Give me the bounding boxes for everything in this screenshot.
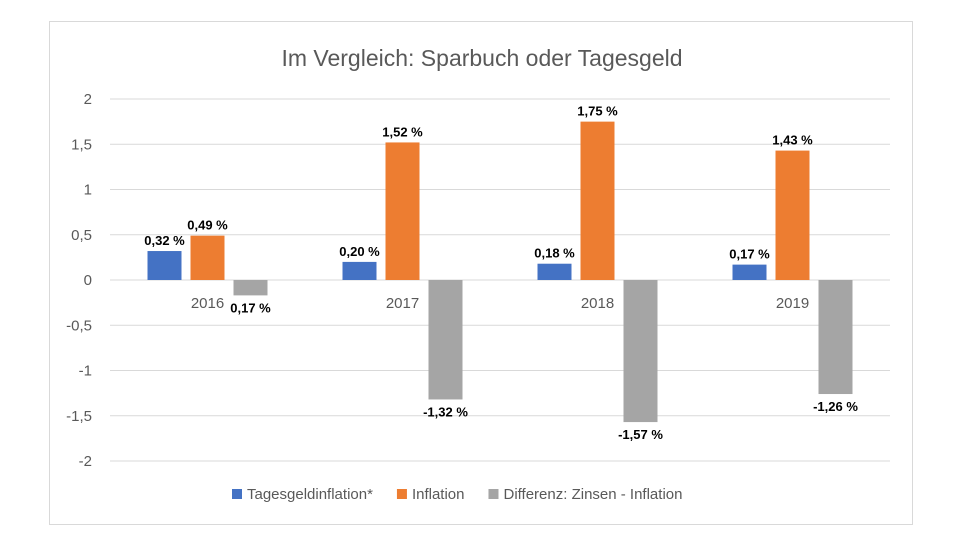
y-tick-label: -1 xyxy=(79,363,92,380)
data-label: 0,49 % xyxy=(187,218,228,233)
bar xyxy=(818,280,853,395)
y-tick-label: 0 xyxy=(84,272,92,289)
data-label: -1,32 % xyxy=(423,404,468,419)
bar xyxy=(190,235,225,280)
legend-swatch xyxy=(488,489,499,499)
category-label: 2017 xyxy=(386,295,419,312)
category-label: 2019 xyxy=(776,295,809,312)
data-label: 1,75 % xyxy=(577,104,618,119)
data-label: 0,18 % xyxy=(534,246,575,261)
bar xyxy=(233,280,268,296)
legend-swatch xyxy=(396,489,407,499)
category-labels: 2016 2017 2018 2019 xyxy=(191,295,809,312)
gridlines xyxy=(110,98,890,462)
bar xyxy=(580,121,615,280)
legend: Tagesgeldinflation* Inflation Differenz: Z… xyxy=(232,486,682,503)
chart-title: Im Vergleich: Sparbuch oder Tagesgeld xyxy=(281,45,682,71)
bar xyxy=(428,280,463,400)
data-label: 0,17 % xyxy=(729,247,770,262)
data-label: 1,43 % xyxy=(772,133,813,148)
bar xyxy=(775,150,810,280)
data-label: -1,57 % xyxy=(618,427,663,442)
legend-label: Tagesgeldinflation* xyxy=(247,486,373,503)
data-label: 0,32 % xyxy=(144,233,185,248)
y-tick-label: -2 xyxy=(79,453,92,470)
bar xyxy=(385,142,420,280)
category-label: 2016 xyxy=(191,295,224,312)
data-label: 0,17 % xyxy=(230,300,271,315)
legend-label: Inflation xyxy=(412,486,465,503)
data-label: 1,52 % xyxy=(382,124,423,139)
legend-label: Differenz: Zinsen - Inflation xyxy=(503,486,682,503)
data-label: -1,26 % xyxy=(813,399,858,414)
bar xyxy=(537,263,572,280)
legend-swatch xyxy=(232,489,242,499)
chart-frame: Im Vergleich: Sparbuch oder Tagesgeld 2 1… xyxy=(49,21,913,525)
y-tick-label: 1 xyxy=(84,182,92,199)
data-labels: 0,32 %0,49 % 0,17 % 0,20 % 1,52 % -1,32 % 0,1… xyxy=(144,104,858,442)
y-tick-label: 2 xyxy=(84,91,92,108)
y-tick-label: 1,5 xyxy=(71,136,92,153)
category-label: 2018 xyxy=(581,295,614,312)
data-label: 0,20 % xyxy=(339,244,380,259)
y-tick-label: -1,5 xyxy=(66,408,92,425)
bar xyxy=(623,280,658,423)
y-tick-label: -0,5 xyxy=(66,317,92,334)
bar xyxy=(732,264,767,280)
bar xyxy=(342,261,377,280)
bars xyxy=(147,121,853,423)
bar xyxy=(147,251,182,280)
y-axis-ticks: 2 1,5 1 0,5 0 -0,5 -1 -1,5 -2 xyxy=(66,91,92,470)
chart-canvas: Im Vergleich: Sparbuch oder Tagesgeld 2 1… xyxy=(66,45,890,503)
y-tick-label: 0,5 xyxy=(71,227,92,244)
